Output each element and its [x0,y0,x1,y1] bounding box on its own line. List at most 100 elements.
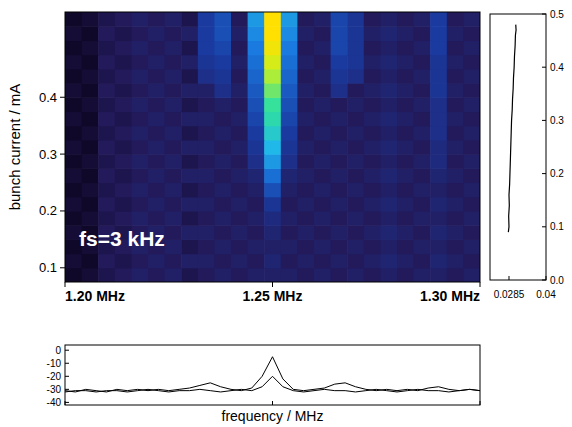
heatmap-cell [115,140,132,155]
heatmap-cell [297,140,314,155]
y-tick [542,67,546,68]
heatmap-cell [98,111,115,126]
heatmap-cell [281,55,298,70]
heatmap-cell [248,168,265,183]
heatmap-cell [98,168,115,183]
heatmap-cell [397,111,414,126]
heatmap-cell [430,254,447,269]
heatmap-cell [165,12,182,27]
heatmap-cell [131,40,148,55]
y-tick-label: 0 [55,345,61,356]
spectrum-line [65,376,480,392]
heatmap-cell [115,168,132,183]
heatmap-cell [347,239,364,254]
y-tick-label: 0.0 [550,275,564,286]
heatmap-cell [214,40,231,55]
heatmap-cell [430,225,447,240]
heatmap-cell [148,183,165,198]
heatmap-cell [463,126,480,141]
heatmap-cell [231,83,248,98]
heatmap-cell [463,168,480,183]
heatmap-cell [214,225,231,240]
heatmap-cell [181,55,198,70]
heatmap-cell [248,140,265,155]
heatmap-cell [314,26,331,41]
heatmap-cell [331,183,348,198]
heatmap-cell [165,197,182,212]
y-tick-label: 0.4 [39,90,57,105]
heatmap-cell [82,12,99,27]
heatmap-cell [181,254,198,269]
heatmap-cell [98,126,115,141]
heatmap-cell [248,126,265,141]
heatmap-cell [131,97,148,112]
heatmap-cell [181,211,198,226]
heatmap-cell [248,268,265,282]
heatmap-cell [165,69,182,84]
heatmap-cell [430,268,447,282]
heatmap-cell [165,26,182,41]
plot-frame [490,14,546,280]
heatmap-cell [131,154,148,169]
heatmap-cell [148,211,165,226]
heatmap-cell [131,140,148,155]
heatmap-cell [447,268,464,282]
heatmap-cell [463,111,480,126]
heatmap-cell [115,40,132,55]
heatmap-cell [181,168,198,183]
heatmap-cell [331,168,348,183]
heatmap-cell [281,83,298,98]
heatmap-cell [98,140,115,155]
heatmap-cell [281,254,298,269]
heatmap-cell [414,111,431,126]
heatmap-cell [414,12,431,27]
heatmap-cell [364,211,381,226]
heatmap-cell [414,154,431,169]
heatmap-cell [314,97,331,112]
heatmap-cell [297,268,314,282]
heatmap-cell [165,254,182,269]
heatmap-cell [297,12,314,27]
plot-frame [65,12,480,282]
heatmap-cell [115,12,132,27]
heatmap-cell [165,126,182,141]
heatmap-cell [65,168,82,183]
heatmap-cell [380,268,397,282]
heatmap-cell [65,40,82,55]
heatmap-cell [165,211,182,226]
heatmap-cell [380,254,397,269]
y-tick-label: 0.1 [39,260,57,275]
heatmap-cell [447,69,464,84]
heatmap-cell [98,97,115,112]
heatmap-cell [65,183,82,198]
heatmap-cell [347,225,364,240]
heatmap-cell [165,97,182,112]
heatmap-cell [82,211,99,226]
y-tick [65,350,69,351]
heatmap-cell [463,83,480,98]
heatmap-cell [231,183,248,198]
heatmap-cell [463,40,480,55]
heatmap-cell [331,197,348,212]
y-tick-label: 0.4 [550,62,564,73]
heatmap-cell [347,69,364,84]
heatmap-cell [214,12,231,27]
heatmap-cell [115,183,132,198]
heatmap-cell [115,55,132,70]
heatmap-cell [181,40,198,55]
heatmap-cell [248,40,265,55]
heatmap-cell [248,111,265,126]
heatmap-cell [82,69,99,84]
heatmap-cell [297,239,314,254]
y-tick-label: 0.3 [550,115,564,126]
heatmap-cell [214,211,231,226]
heatmap-cell [414,168,431,183]
heatmap-cell [115,69,132,84]
heatmap-cell [297,211,314,226]
heatmap-cell [397,126,414,141]
heatmap-cell [397,254,414,269]
heatmap-cell [364,126,381,141]
heatmap-cell [231,55,248,70]
heatmap-cell [364,40,381,55]
heatmap-cell [198,26,215,41]
